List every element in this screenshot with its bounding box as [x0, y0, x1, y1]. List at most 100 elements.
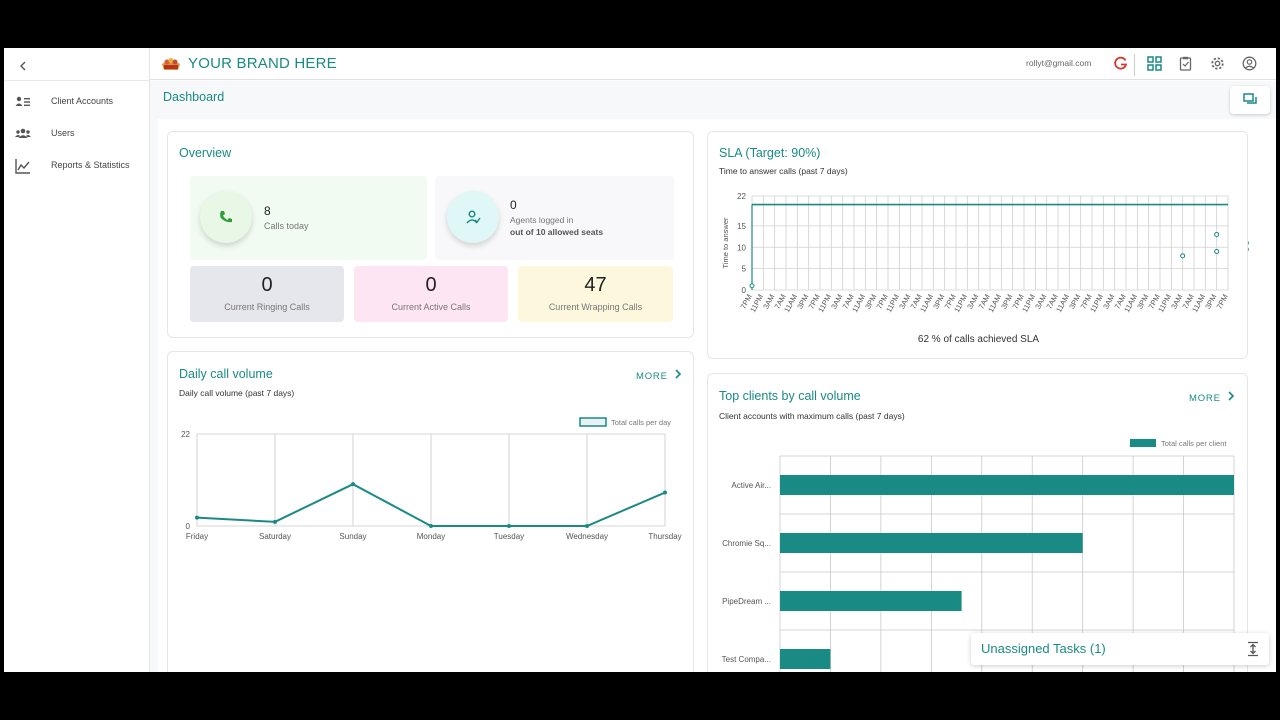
clients-y-tick: Chromie Sq...	[722, 539, 771, 548]
daily-more-link[interactable]: MORE	[636, 369, 682, 382]
clients-bar	[780, 649, 831, 669]
sidebar-divider	[4, 80, 150, 81]
ringing-calls-label: Current Ringing Calls	[224, 302, 310, 312]
collapse-sidebar-button[interactable]	[14, 56, 34, 76]
daily-point	[507, 524, 511, 528]
agents-value: 0	[510, 198, 517, 212]
active-calls-value: 0	[425, 274, 437, 296]
top-clients-subtitle: Client accounts with maximum calls (past…	[719, 411, 905, 421]
daily-point	[429, 524, 433, 528]
daily-x-tick: Friday	[186, 532, 208, 541]
sidebar-item-label: Client Accounts	[51, 96, 114, 106]
agents-seats: out of 10 allowed seats	[510, 227, 604, 237]
user-email: rollyt@gmail.com	[1026, 58, 1092, 68]
more-label: MORE	[1189, 393, 1221, 404]
account-circle-icon[interactable]	[1242, 56, 1257, 71]
chevron-right-icon	[675, 369, 682, 379]
sla-point	[1214, 249, 1220, 255]
reports-icon	[15, 159, 30, 174]
daily-y-tick: 0	[186, 522, 191, 531]
agent-circle	[447, 191, 499, 243]
ringing-calls-tile: 0 Current Ringing Calls	[190, 266, 344, 322]
top-header: YOUR BRAND HERE rollyt@gmail.com	[150, 48, 1276, 80]
calls-today-label: Calls today	[264, 221, 309, 231]
sla-y-label: Time to answer	[721, 217, 730, 268]
dashboard-grid-icon[interactable]	[1147, 56, 1162, 71]
sla-y-tick: 5	[742, 265, 747, 274]
agents-label: Agents logged in	[510, 215, 574, 225]
chat-button[interactable]	[1230, 86, 1270, 114]
sidebar-item-label: Users	[51, 128, 75, 138]
sidebar-item-reports[interactable]: Reports & Statistics	[4, 153, 150, 179]
top-clients-title: Top clients by call volume	[719, 389, 861, 403]
daily-x-tick: Saturday	[259, 532, 291, 541]
app-window: Client Accounts Users Reports & Statisti…	[4, 48, 1276, 672]
daily-point	[195, 515, 199, 520]
active-calls-label: Current Active Calls	[391, 302, 471, 312]
clients-legend-label: Total calls per client	[1161, 439, 1227, 448]
clients-bar	[780, 475, 1234, 495]
overview-card: Overview 8 Calls today	[167, 131, 694, 338]
page-title: Dashboard	[163, 90, 225, 104]
sidebar: Client Accounts Users Reports & Statisti…	[4, 48, 150, 672]
wrapping-calls-value: 47	[584, 274, 607, 296]
daily-volume-title: Daily call volume	[179, 367, 273, 381]
sla-point	[749, 283, 755, 289]
daily-volume-chart: Friday Saturday Sunday Monday Tuesday Wednesd…	[181, 417, 682, 541]
sla-x-tick: 7PM	[1215, 293, 1230, 311]
daily-point	[663, 490, 667, 495]
clients-y-tick: PipeDream ...	[722, 597, 771, 606]
clients-y-tick: Active Air...	[731, 481, 771, 490]
users-icon	[15, 128, 31, 138]
daily-y-tick: 22	[181, 430, 190, 439]
clients-bar	[780, 591, 962, 611]
agent-icon	[466, 210, 481, 224]
sla-point	[1180, 253, 1186, 259]
google-icon[interactable]	[1113, 56, 1128, 71]
daily-legend-swatch	[579, 417, 607, 427]
expand-icon[interactable]	[1246, 641, 1260, 657]
sidebar-item-client-accounts[interactable]: Client Accounts	[4, 89, 150, 115]
clients-legend-swatch	[1130, 439, 1156, 447]
gear-icon[interactable]	[1210, 56, 1225, 71]
daily-point	[585, 524, 589, 528]
sla-point	[1214, 231, 1220, 237]
daily-volume-subtitle: Daily call volume (past 7 days)	[179, 388, 295, 398]
unassigned-tasks-panel[interactable]: Unassigned Tasks (1)	[971, 633, 1269, 665]
phone-circle	[200, 191, 252, 243]
clients-y-tick: Test Compa...	[722, 655, 771, 664]
daily-point	[273, 519, 277, 524]
sla-title: SLA (Target: 90%)	[719, 146, 821, 160]
daily-x-tick: Thursday	[648, 532, 681, 541]
phone-icon	[220, 211, 232, 223]
daily-x-tick: Monday	[417, 532, 445, 541]
more-label: MORE	[636, 371, 668, 382]
brand-name[interactable]: YOUR BRAND HERE	[188, 55, 337, 72]
wrapping-calls-label: Current Wrapping Calls	[548, 302, 643, 312]
chevron-left-icon	[20, 61, 26, 71]
daily-x-tick: Wednesday	[566, 532, 608, 541]
daily-x-tick: Tuesday	[494, 532, 524, 541]
overview-title: Overview	[179, 146, 232, 160]
unassigned-tasks-label: Unassigned Tasks (1)	[981, 641, 1106, 656]
brand-logo-icon	[162, 58, 180, 70]
sla-y-tick: 10	[737, 243, 746, 252]
chat-icon	[1243, 93, 1257, 104]
main-content: Dashboard Overview 8 Calls today	[150, 81, 1276, 672]
sla-y-tick: 0	[742, 286, 747, 295]
ringing-calls-value: 0	[261, 274, 273, 296]
clipboard-icon[interactable]	[1178, 56, 1193, 71]
top-clients-chart: Active Air... Chromie Sq... PipeDream ... T…	[722, 439, 1235, 672]
agents-tile: 0 Agents logged in out of 10 allowed sea…	[435, 176, 674, 260]
sla-chart: 7PM11PM3AM7AM11AM3PM7PM11PM3AM7AM11AM3PM…	[721, 192, 1249, 314]
daily-x-tick: Sunday	[339, 532, 366, 541]
client-accounts-icon	[15, 96, 30, 106]
daily-volume-card: Daily call volume Daily call volume (pas…	[167, 351, 694, 672]
sla-subtitle: Time to answer calls (past 7 days)	[719, 166, 848, 176]
sidebar-item-label: Reports & Statistics	[51, 160, 130, 170]
sla-footer: 62 % of calls achieved SLA	[917, 334, 1040, 345]
chevron-right-icon	[1228, 391, 1235, 401]
top-clients-more-link[interactable]: MORE	[1189, 391, 1235, 404]
sla-y-tick: 22	[737, 192, 746, 201]
sidebar-item-users[interactable]: Users	[4, 121, 150, 147]
